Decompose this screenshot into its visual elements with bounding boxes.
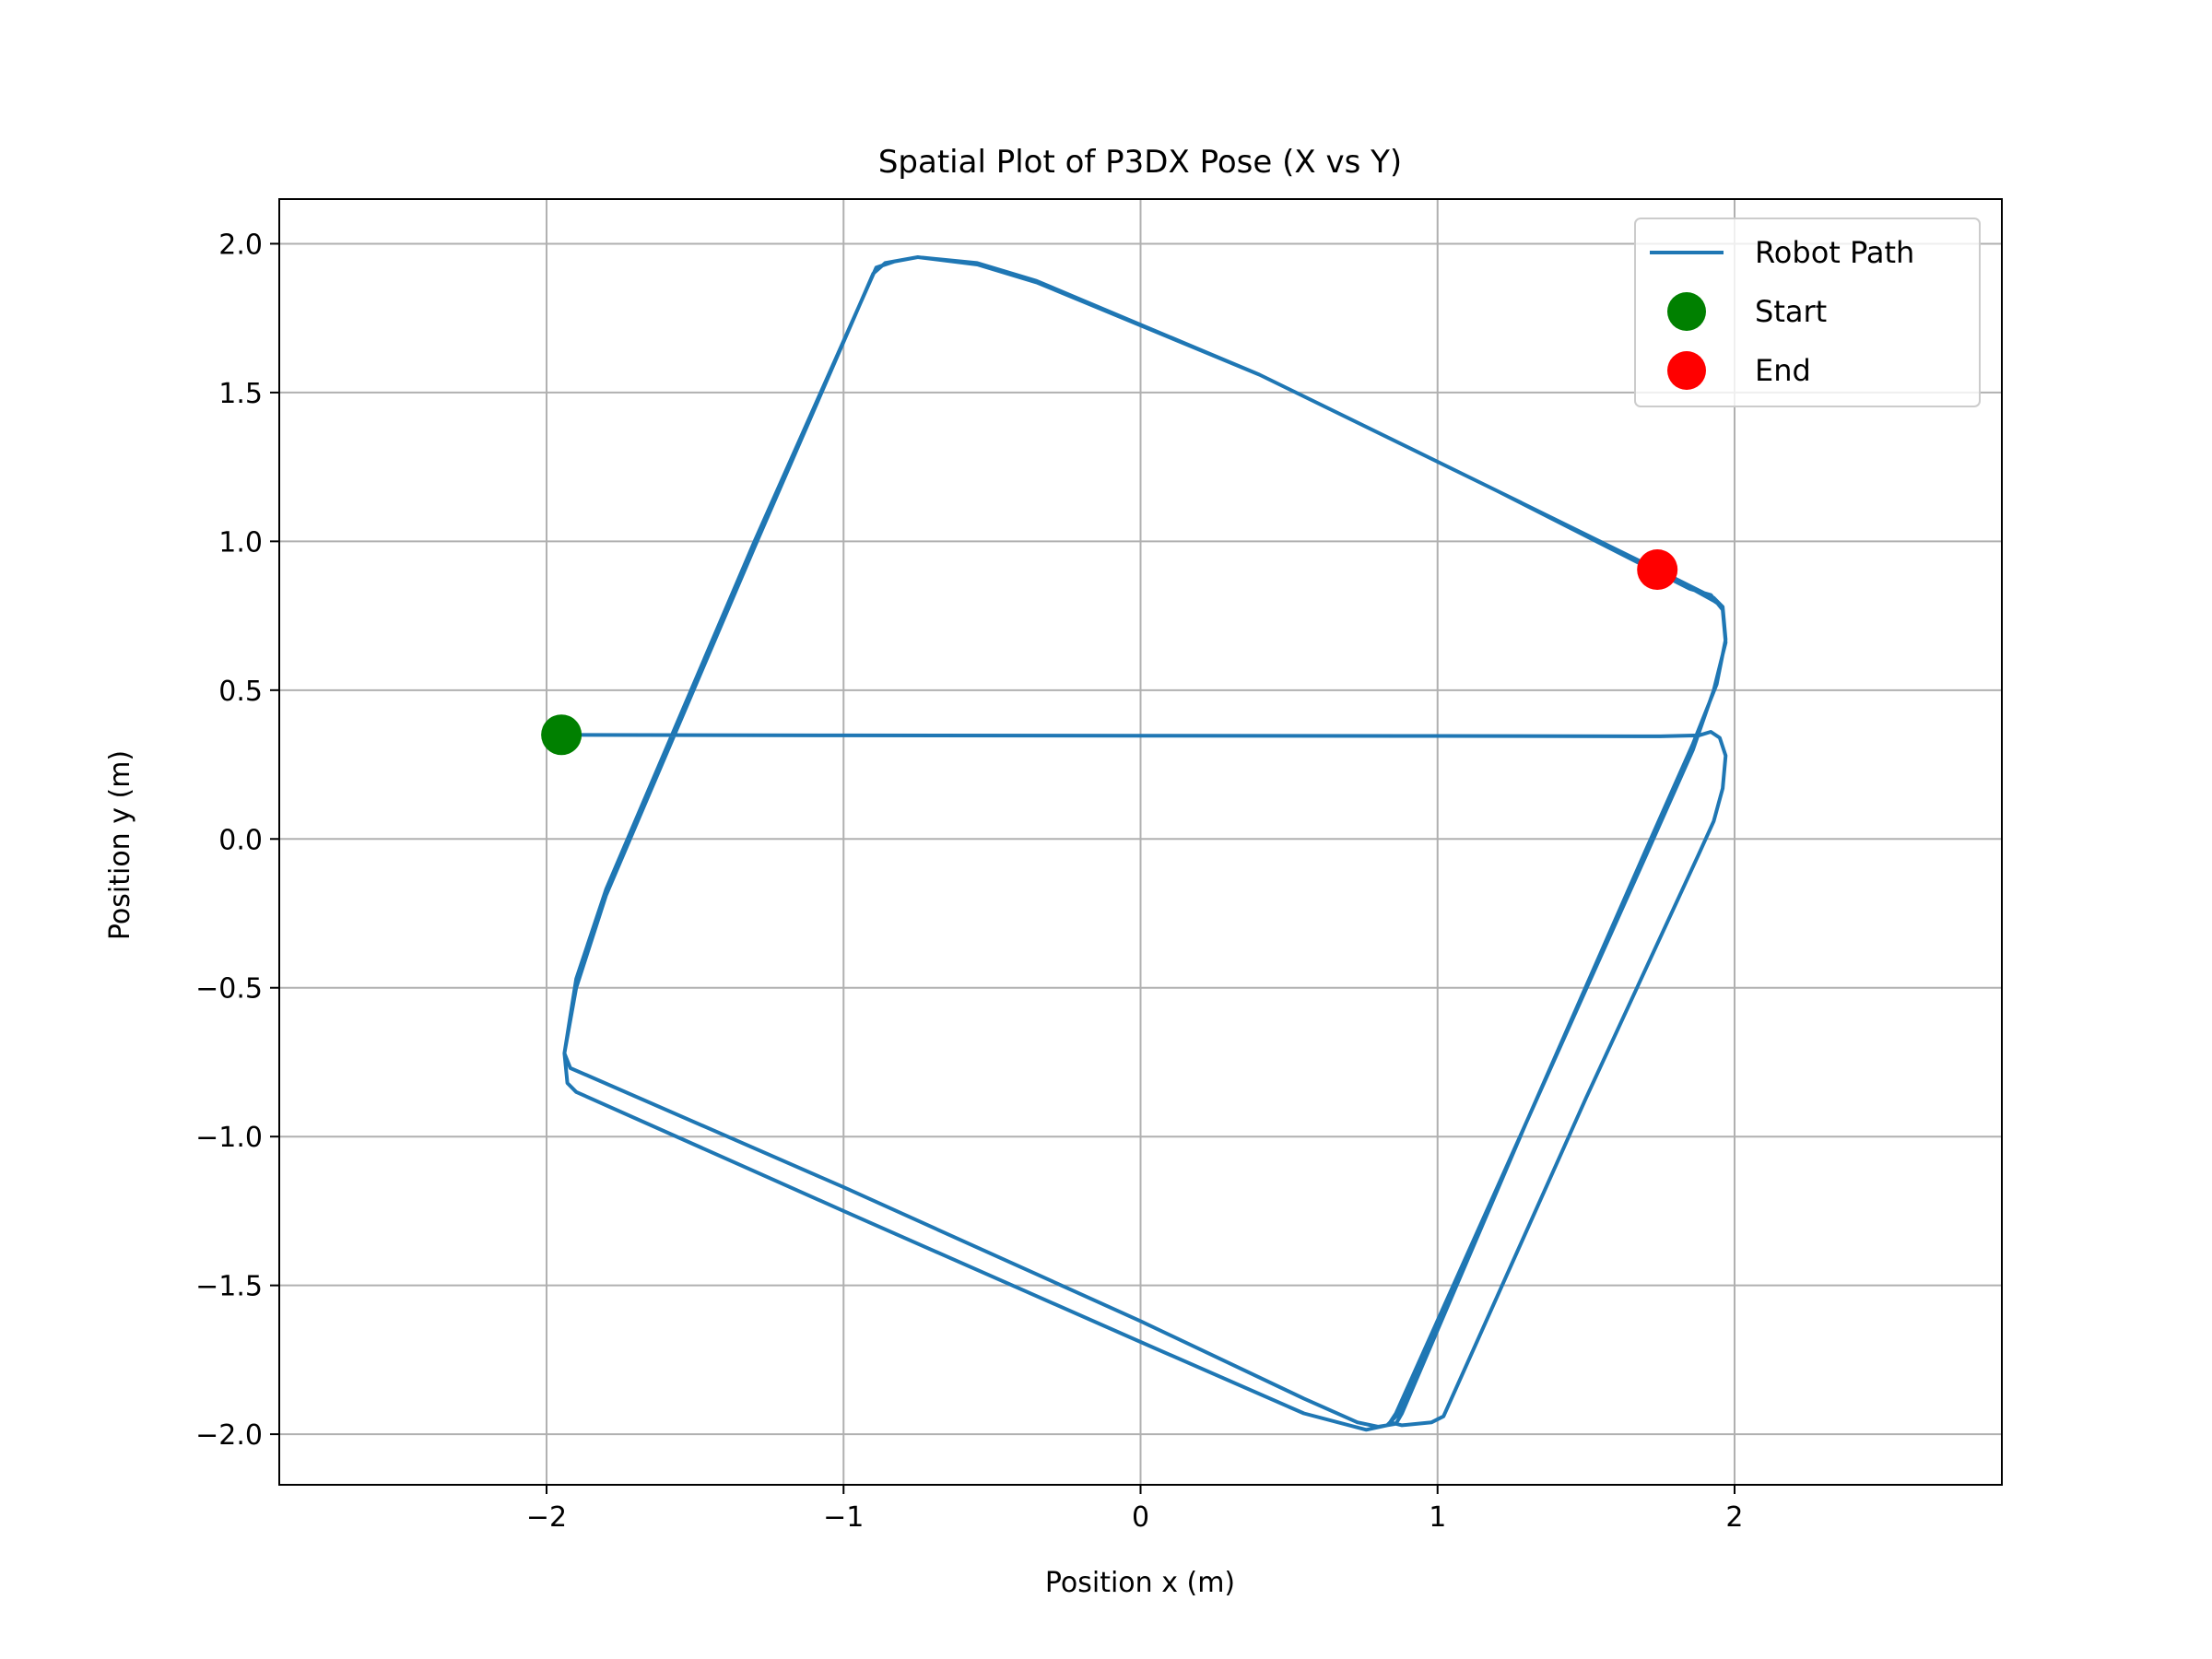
y-axis-ticks: −2.0 −1.5 −1.0 −0.5 0.0 0.5 1.0 1.5 2.0 [195,229,279,1452]
y-tick-label: −2.0 [195,1419,263,1452]
y-tick-label: −0.5 [195,973,263,1006]
end-marker [1637,549,1678,591]
x-tick-label: 2 [1725,1501,1743,1534]
y-tick-label: 0.0 [218,824,263,856]
start-marker [541,714,582,756]
y-tick-label: 1.5 [218,378,263,410]
legend-box [1634,218,1981,407]
y-axis-label: Position y (m) [104,750,136,940]
y-tick-label: 0.5 [218,676,263,708]
y-tick-label: −1.0 [195,1122,263,1154]
x-axis-label: Position x (m) [1045,1567,1235,1599]
x-tick-label: 0 [1132,1501,1149,1534]
x-tick-label: −2 [526,1501,567,1534]
x-axis-ticks: −2 −1 0 1 2 [526,1485,1744,1534]
y-tick-label: −1.5 [195,1271,263,1303]
legend-label: End [1755,353,1811,388]
y-tick-label: 1.0 [218,526,263,559]
y-tick-label: 2.0 [218,229,263,261]
plot-area [541,255,1728,1432]
legend: Robot Path Start End [1634,218,1981,407]
x-tick-label: 1 [1429,1501,1446,1534]
legend-marker-swatch [1667,292,1706,331]
legend-marker-swatch [1667,351,1706,390]
robot-path-line [559,255,1728,1432]
chart-title: Spatial Plot of P3DX Pose (X vs Y) [878,144,1402,181]
x-tick-label: −1 [823,1501,864,1534]
legend-label: Start [1755,294,1827,329]
legend-label: Robot Path [1755,235,1914,270]
